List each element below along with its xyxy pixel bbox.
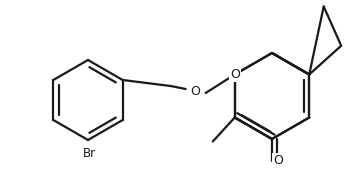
Text: O: O — [191, 84, 201, 97]
Text: O: O — [273, 154, 283, 168]
Text: O: O — [230, 68, 240, 81]
Text: Br: Br — [83, 147, 95, 160]
